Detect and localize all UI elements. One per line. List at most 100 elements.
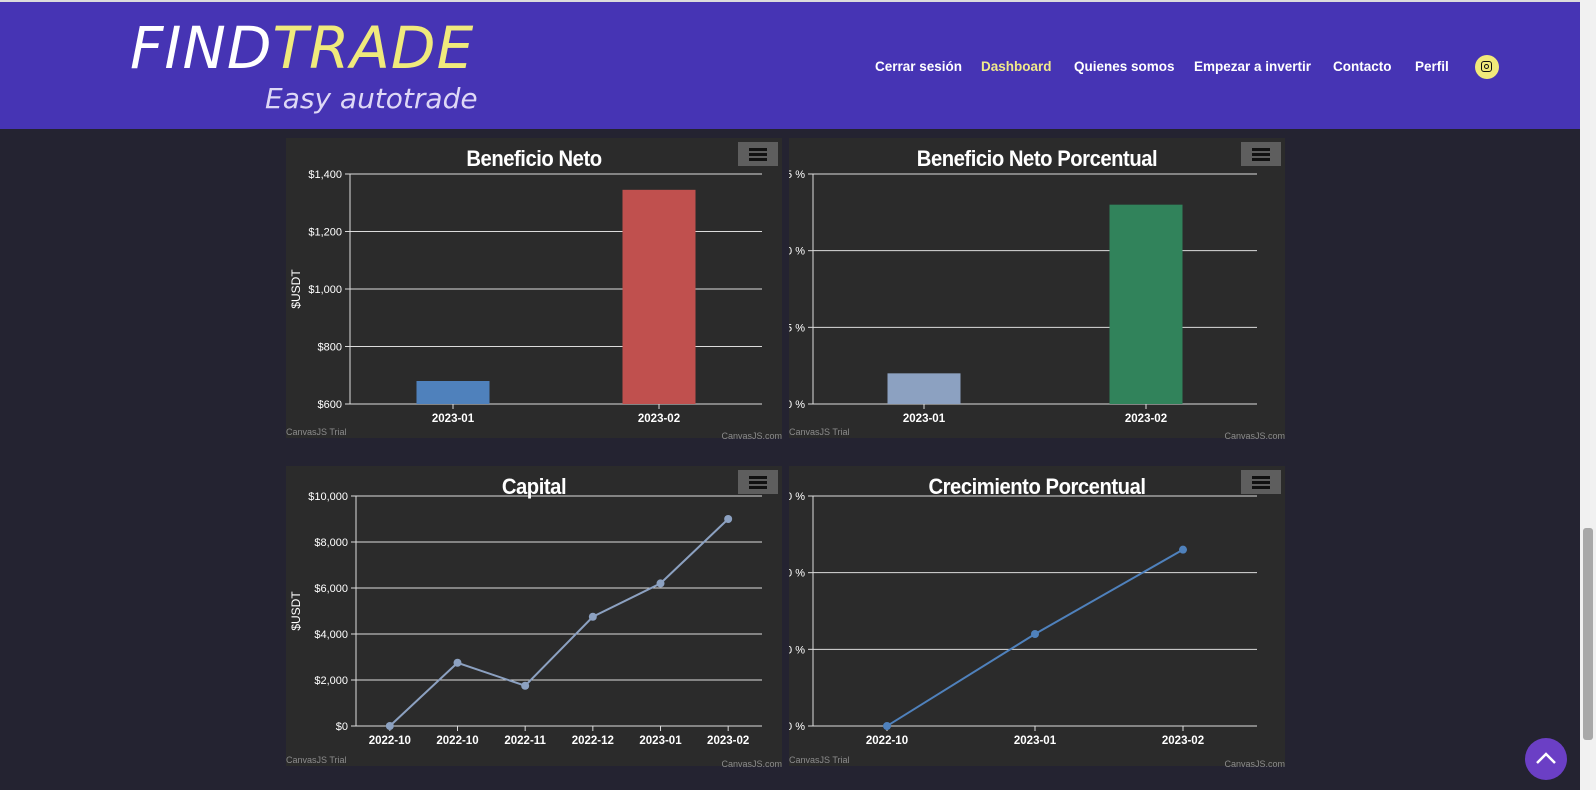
y-tick-label: $10,000 (308, 491, 348, 503)
chart-credit-trial[interactable]: CanvasJS Trial (789, 755, 850, 765)
x-tick-label: 2023-02 (707, 735, 749, 747)
data-point (1179, 545, 1187, 554)
menu-icon-bar (1252, 148, 1270, 151)
instagram-frame (1481, 61, 1492, 72)
y-tick-label: 30 % (789, 491, 805, 503)
y-tick-label: 15 % (789, 322, 805, 334)
chevron-up-icon (1536, 752, 1556, 764)
bar (622, 189, 696, 404)
menu-icon-bar (1252, 153, 1270, 156)
y-tick-label: 10 % (789, 644, 805, 656)
bar (1109, 204, 1183, 404)
x-tick-label: 2022-10 (369, 735, 411, 747)
chart-credit-link[interactable]: CanvasJS.com (721, 431, 782, 441)
chart-beneficio-neto-porcentual: 25 % 20 % 15 % 10 % 2023-01 2023-02 Beneficio… (789, 138, 1285, 441)
menu-icon-bar (1252, 476, 1270, 479)
chart-capital: $10,000 $8,000 $6,000 $4,000 $2,000 $0 $USDT 20… (286, 466, 782, 769)
y-tick-label: $1,000 (308, 284, 342, 296)
x-tick-label: 2022-10 (866, 735, 908, 747)
menu-icon-bar (749, 486, 767, 489)
chart-credit-link[interactable]: CanvasJS.com (721, 759, 782, 769)
chart-menu-button[interactable] (738, 142, 778, 166)
chart-menu-button[interactable] (1241, 142, 1281, 166)
chart-menu-button[interactable] (738, 470, 778, 494)
x-tick-label: 2023-02 (1162, 735, 1204, 747)
chart-plot: 25 % 20 % 15 % 10 % 2023-01 2023-02 (789, 169, 1257, 425)
y-tick-label: $6,000 (314, 583, 348, 595)
x-tick-label: 2023-01 (903, 413, 946, 425)
y-tick-label: $2,000 (314, 675, 348, 687)
chart-title: Capital (501, 474, 567, 499)
x-tick-label: 2022-10 (436, 735, 478, 747)
menu-icon-bar (749, 153, 767, 156)
nav-quienes-somos[interactable]: Quienes somos (1074, 59, 1175, 74)
data-point (1031, 630, 1039, 638)
nav-dashboard[interactable]: Dashboard (981, 59, 1052, 74)
nav-empezar-a-invertir[interactable]: Empezar a invertir (1194, 59, 1312, 74)
chart-title: Beneficio Neto Porcentual (916, 146, 1158, 171)
y-tick-label: 20 % (789, 246, 805, 258)
x-tick-label: 2023-02 (1125, 413, 1167, 425)
logo-trade-text: TRADE (272, 14, 475, 82)
x-tick-label: 2023-01 (1014, 735, 1057, 747)
x-tick-label: 2023-02 (638, 413, 680, 425)
chart-title: Crecimiento Porcentual (928, 474, 1146, 499)
scrollbar-thumb[interactable] (1583, 528, 1593, 740)
chart-credit-trial[interactable]: CanvasJS Trial (789, 427, 850, 437)
x-tick-label: 2022-11 (504, 735, 546, 747)
data-point (883, 722, 891, 730)
chart-credit-trial[interactable]: CanvasJS Trial (286, 427, 347, 437)
chart-beneficio-neto: $1,400 $1,200 $1,000 $800 $600 $USDT 2023-01 20… (286, 138, 782, 441)
menu-icon-bar (749, 476, 767, 479)
data-point (453, 658, 462, 667)
chart-plot: 30 % 20 % 10 % 0 % 2022-10 2023-01 2023-02 (789, 491, 1257, 747)
y-tick-label: 10 % (789, 399, 805, 411)
menu-icon-bar (1252, 158, 1270, 161)
y-tick-label: $600 (318, 399, 342, 411)
x-tick-label: 2022-12 (572, 735, 614, 747)
instagram-icon[interactable] (1475, 55, 1499, 79)
y-tick-label: 0 % (789, 721, 805, 733)
y-axis-label: $USDT (289, 591, 303, 631)
nav-perfil[interactable]: Perfil (1415, 59, 1449, 74)
chart-credit-link[interactable]: CanvasJS.com (1224, 759, 1285, 769)
chart-title: Beneficio Neto (466, 146, 602, 171)
x-tick-label: 2023-01 (432, 413, 475, 425)
logo-tagline: Easy autotrade (265, 82, 478, 115)
menu-icon-bar (749, 148, 767, 151)
series-line (389, 518, 729, 727)
chart-menu-button[interactable] (1241, 470, 1281, 494)
data-point (385, 722, 394, 730)
y-tick-label: $4,000 (314, 629, 348, 641)
data-point (588, 612, 597, 621)
data-point (521, 681, 530, 690)
logo-find-text: FIND (130, 14, 273, 82)
y-axis-label: $USDT (289, 269, 303, 309)
menu-icon-bar (1252, 481, 1270, 484)
y-tick-label: $8,000 (314, 537, 348, 549)
chart-crecimiento-porcentual: 30 % 20 % 10 % 0 % 2022-10 2023-01 2023-02 Cre… (789, 466, 1285, 769)
y-tick-label: 25 % (789, 169, 805, 181)
menu-icon-bar (749, 158, 767, 161)
menu-icon-bar (749, 481, 767, 484)
chart-plot: $1,400 $1,200 $1,000 $800 $600 $USDT 2023-01 20… (289, 169, 762, 425)
chart-credit-link[interactable]: CanvasJS.com (1224, 431, 1285, 441)
data-point (724, 515, 733, 523)
y-tick-label: 20 % (789, 568, 805, 580)
x-tick-label: 2023-01 (639, 735, 682, 747)
bar (887, 373, 961, 404)
chart-plot: $10,000 $8,000 $6,000 $4,000 $2,000 $0 $USDT 20… (289, 491, 762, 747)
logo[interactable]: FINDTRADE (130, 18, 474, 78)
nav-cerrar-sesion[interactable]: Cerrar sesión (875, 59, 963, 74)
instagram-lens (1484, 64, 1490, 70)
menu-icon-bar (1252, 486, 1270, 489)
nav-contacto[interactable]: Contacto (1333, 59, 1392, 74)
y-tick-label: $0 (336, 721, 348, 733)
y-tick-label: $800 (318, 342, 342, 354)
y-tick-label: $1,400 (308, 169, 342, 181)
bar (416, 381, 490, 404)
top-border (0, 0, 1596, 2)
scroll-to-top-button[interactable] (1525, 738, 1567, 780)
chart-credit-trial[interactable]: CanvasJS Trial (286, 755, 347, 765)
data-point (656, 579, 665, 588)
